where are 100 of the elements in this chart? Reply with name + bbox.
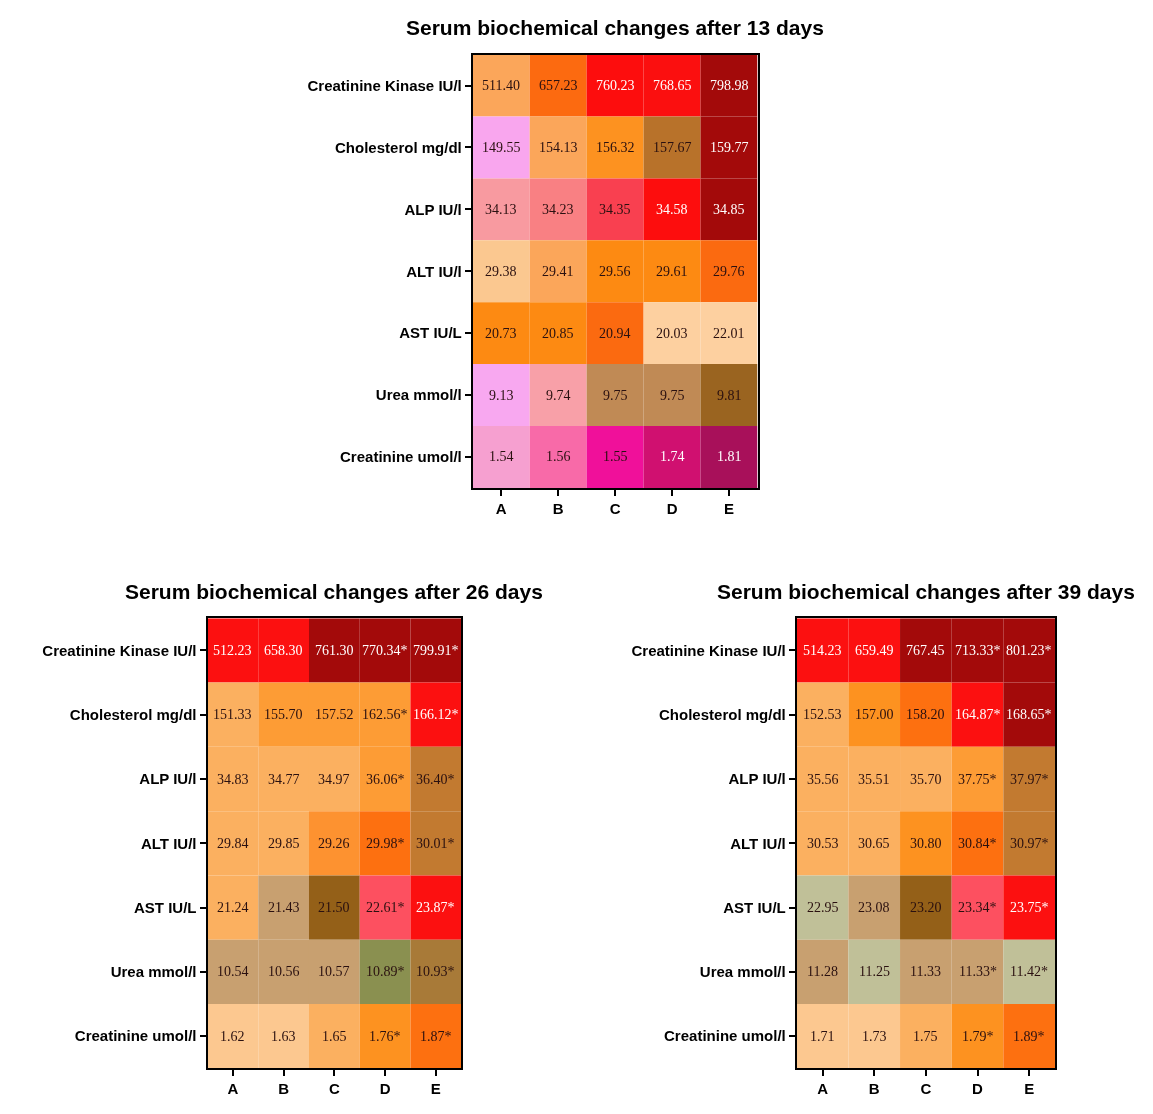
data-label: 30.65 <box>858 836 890 851</box>
data-label: 36.06* <box>366 772 405 787</box>
data-label: 166.12* <box>413 707 459 722</box>
data-label: 761.30 <box>315 643 354 658</box>
y-tick-label: Urea mmol/l <box>375 386 462 404</box>
data-label: 20.85 <box>542 326 574 341</box>
data-label: 30.84* <box>958 836 997 851</box>
data-label: 1.89* <box>1013 1029 1045 1044</box>
data-label: 767.45 <box>906 643 945 658</box>
data-label: 1.65 <box>322 1029 347 1044</box>
data-label: 35.56 <box>807 772 839 787</box>
data-label: 10.89* <box>366 964 405 979</box>
data-label: 799.91* <box>413 643 459 658</box>
data-label: 22.95 <box>807 900 839 915</box>
data-label: 11.33* <box>959 964 997 979</box>
x-tick-label: E <box>724 499 735 517</box>
data-label: 29.61 <box>656 264 688 279</box>
data-label: 30.53 <box>807 836 839 851</box>
data-label: 760.23 <box>596 78 635 93</box>
x-tick-label: C <box>328 1080 340 1098</box>
y-tick-label: Creatinine Kinase IU/l <box>307 76 462 94</box>
y-tick-label: Creatinine Kinase IU/l <box>631 641 786 659</box>
data-label: 34.97 <box>318 772 350 787</box>
data-label: 1.79* <box>962 1029 994 1044</box>
data-label: 10.56 <box>268 964 300 979</box>
x-tick-label: B <box>278 1080 290 1098</box>
data-label: 35.51 <box>858 772 890 787</box>
y-tick-label: ALT IU/l <box>406 262 462 280</box>
data-label: 30.80 <box>910 836 942 851</box>
data-label: 21.43 <box>268 900 300 915</box>
y-tick-label: Creatinine Kinase IU/l <box>42 641 197 659</box>
y-tick-label: ALP IU/l <box>139 770 197 788</box>
x-tick-label: C <box>609 499 621 517</box>
data-label: 21.24 <box>217 900 249 915</box>
data-label: 20.73 <box>485 326 517 341</box>
data-label: 21.50 <box>318 900 350 915</box>
data-label: 151.33 <box>213 707 252 722</box>
x-tick-label: A <box>495 499 507 517</box>
y-tick-label: Cholesterol mg/dl <box>335 138 462 156</box>
data-label: 658.30 <box>264 643 303 658</box>
data-label: 34.23 <box>542 202 574 217</box>
data-label: 1.62 <box>220 1029 245 1044</box>
data-label: 9.75 <box>603 388 628 403</box>
data-label: 9.75 <box>660 388 685 403</box>
y-tick-label: Creatinine umol/l <box>340 448 462 466</box>
y-tick-label: Cholesterol mg/dl <box>69 705 197 723</box>
y-tick-label: ALP IU/l <box>404 200 462 218</box>
data-label: 1.56 <box>546 449 571 464</box>
data-label: 1.54 <box>489 449 514 464</box>
data-label: 164.87* <box>955 707 1001 722</box>
x-tick-label: A <box>227 1080 239 1098</box>
y-tick-label: AST IU/L <box>399 324 462 342</box>
x-tick-label: B <box>868 1080 880 1098</box>
data-label: 659.49 <box>855 643 894 658</box>
data-label: 9.74 <box>546 388 571 403</box>
data-label: 156.32 <box>596 140 635 155</box>
y-tick-label: Creatinine umol/l <box>74 1027 197 1045</box>
data-label: 511.40 <box>482 78 520 93</box>
x-tick-label: D <box>666 499 678 517</box>
chart-title: Serum biochemical changes after 13 days <box>406 16 824 39</box>
data-label: 1.76* <box>369 1029 401 1044</box>
data-label: 1.81 <box>717 449 742 464</box>
data-label: 34.58 <box>656 202 688 217</box>
data-label: 168.65* <box>1006 707 1052 722</box>
data-label: 157.52 <box>315 707 354 722</box>
data-label: 23.87* <box>416 900 455 915</box>
data-label: 11.25 <box>859 964 890 979</box>
data-label: 157.00 <box>855 707 894 722</box>
data-label: 149.55 <box>482 140 521 155</box>
data-label: 10.93* <box>416 964 455 979</box>
data-label: 1.73 <box>862 1029 887 1044</box>
data-label: 37.75* <box>958 772 997 787</box>
data-label: 34.83 <box>217 772 249 787</box>
x-tick-label: D <box>379 1080 391 1098</box>
y-tick-label: ALT IU/l <box>140 834 197 852</box>
chart-title: Serum biochemical changes after 26 days <box>125 580 543 603</box>
data-label: 29.84 <box>217 836 249 851</box>
x-tick-label: E <box>430 1080 441 1098</box>
data-label: 23.75* <box>1010 900 1049 915</box>
data-label: 20.94 <box>599 326 631 341</box>
data-label: 30.97* <box>1010 836 1049 851</box>
data-label: 10.54 <box>217 964 249 979</box>
data-label: 1.63 <box>271 1029 296 1044</box>
data-label: 34.13 <box>485 202 517 217</box>
data-label: 29.85 <box>268 836 300 851</box>
y-tick-label: Cholesterol mg/dl <box>659 705 786 723</box>
data-label: 29.56 <box>599 264 631 279</box>
data-label: 657.23 <box>539 78 578 93</box>
data-label: 798.98 <box>710 78 749 93</box>
data-label: 29.76 <box>713 264 745 279</box>
data-label: 11.33 <box>910 964 941 979</box>
data-label: 36.40* <box>416 772 455 787</box>
data-label: 1.74 <box>660 449 685 464</box>
data-label: 1.71 <box>810 1029 835 1044</box>
y-tick-label: Creatinine umol/l <box>664 1027 786 1045</box>
data-label: 29.26 <box>318 836 350 851</box>
data-label: 11.28 <box>807 964 838 979</box>
data-label: 9.13 <box>489 388 514 403</box>
data-label: 20.03 <box>656 326 688 341</box>
y-tick-label: AST IU/L <box>134 898 197 916</box>
